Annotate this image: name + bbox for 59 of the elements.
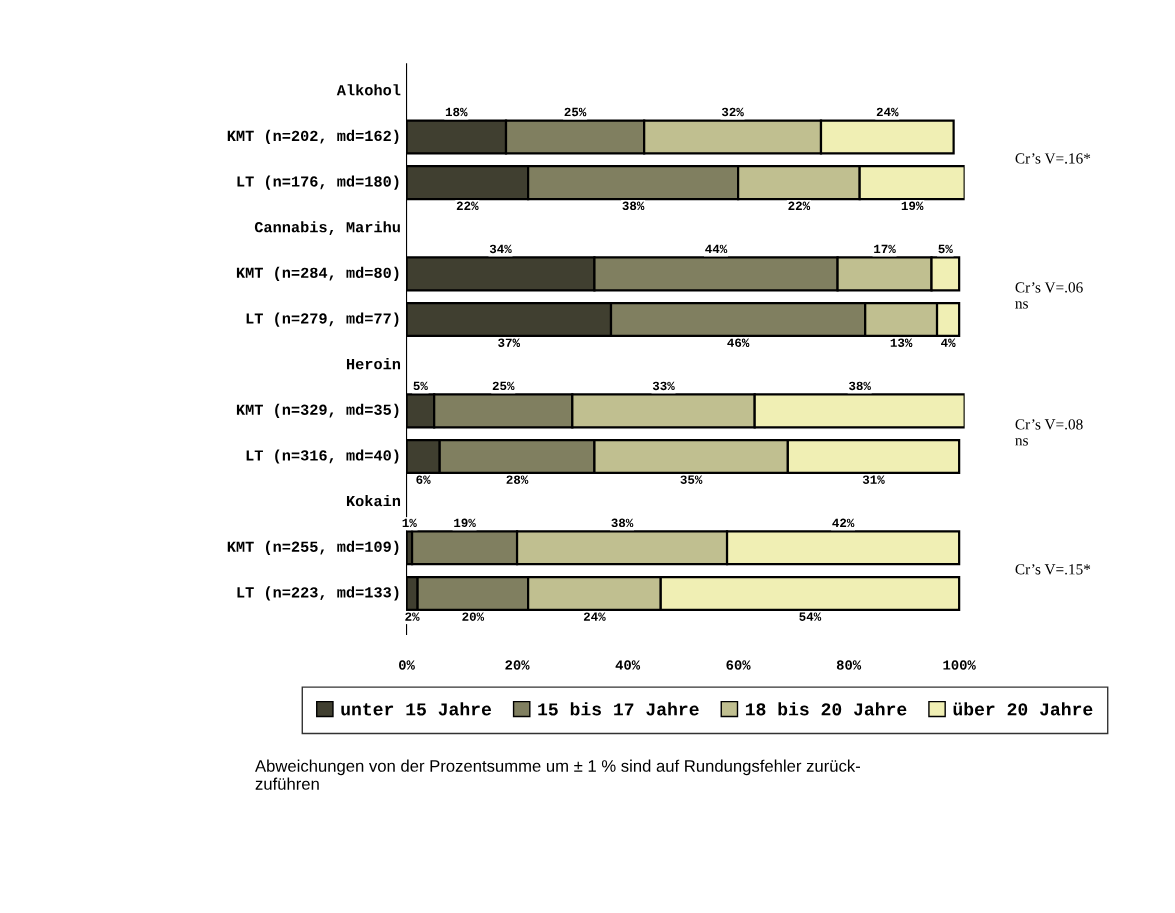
y-tick-label: LT (n=176, md=180) — [237, 175, 399, 190]
data-label: 1% — [402, 518, 417, 528]
data-label: 32% — [721, 107, 744, 117]
text: Abweichungen von der Prozentsumme um ± 1 % sind auf Rundungsfehler zurück- zuführen — [255, 759, 860, 790]
legend-label: 15 bis 17 Jahre — [538, 702, 699, 716]
y-tick-label: Alkohol — [336, 84, 401, 96]
y-tick-label: LT (n=316, md=40) — [246, 449, 399, 464]
data-label: 22% — [456, 201, 479, 210]
legend-label: 18 bis 20 Jahre — [745, 702, 907, 716]
y-tick-label: Cannabis, Marihu — [254, 221, 400, 235]
data-label: 6% — [416, 475, 431, 484]
y-tick-label: LT (n=223, md=133) — [237, 586, 399, 601]
text: Cr’s V=.06 ns — [1015, 282, 1083, 309]
text: Cr’s V=.08 ns — [1015, 419, 1083, 446]
y-tick-label: LT (n=279, md=77) — [246, 312, 399, 327]
data-label: 28% — [506, 475, 529, 484]
x-tick-label: 100% — [943, 660, 976, 670]
y-tick-label: KMT (n=284, md=80) — [236, 266, 399, 282]
text: Cr’s V=.16* — [1015, 153, 1091, 164]
data-label: 13% — [890, 338, 913, 348]
x-tick-label: 60% — [726, 660, 751, 670]
text: Cr’s V=.15* — [1015, 564, 1091, 575]
y-tick-label: KMT (n=202, md=162) — [227, 129, 399, 145]
legend-label: über 20 Jahre — [953, 702, 1093, 716]
legend-label: unter 15 Jahre — [341, 702, 492, 716]
data-label: 38% — [622, 201, 645, 211]
data-label: 46% — [727, 338, 750, 347]
y-tick-label: Heroin — [346, 358, 401, 370]
y-tick-label: Kokain — [346, 495, 401, 507]
data-label: 38% — [611, 518, 634, 528]
data-label: 34% — [489, 244, 512, 254]
data-label: 19% — [454, 518, 476, 528]
x-tick-label: 80% — [836, 660, 862, 670]
data-label: 24% — [583, 612, 606, 621]
data-label: 37% — [498, 338, 521, 348]
data-label: 5% — [413, 381, 428, 391]
data-label: 35% — [680, 475, 703, 484]
data-label: 54% — [799, 612, 822, 621]
data-label: 2% — [405, 612, 420, 621]
x-tick-label: 0% — [399, 660, 415, 670]
data-label: 42% — [832, 518, 855, 528]
data-label: 44% — [705, 244, 728, 254]
x-tick-label: 20% — [505, 660, 530, 670]
data-label: 18% — [445, 107, 468, 117]
data-label: 25% — [564, 107, 587, 117]
data-label: 31% — [862, 475, 885, 484]
y-tick-label: KMT (n=329, md=35) — [236, 403, 399, 418]
data-label: 22% — [788, 201, 811, 210]
data-label: 19% — [901, 201, 924, 211]
data-label: 24% — [876, 107, 899, 117]
data-label: 38% — [849, 381, 871, 391]
data-label: 4% — [941, 338, 956, 347]
data-label: 5% — [938, 244, 953, 254]
data-label: 20% — [462, 612, 485, 621]
x-tick-label: 40% — [615, 660, 641, 670]
y-tick-label: KMT (n=255, md=109) — [227, 540, 399, 555]
data-label: 33% — [652, 381, 675, 391]
data-label: 25% — [492, 381, 515, 391]
data-label: 17% — [874, 244, 896, 254]
